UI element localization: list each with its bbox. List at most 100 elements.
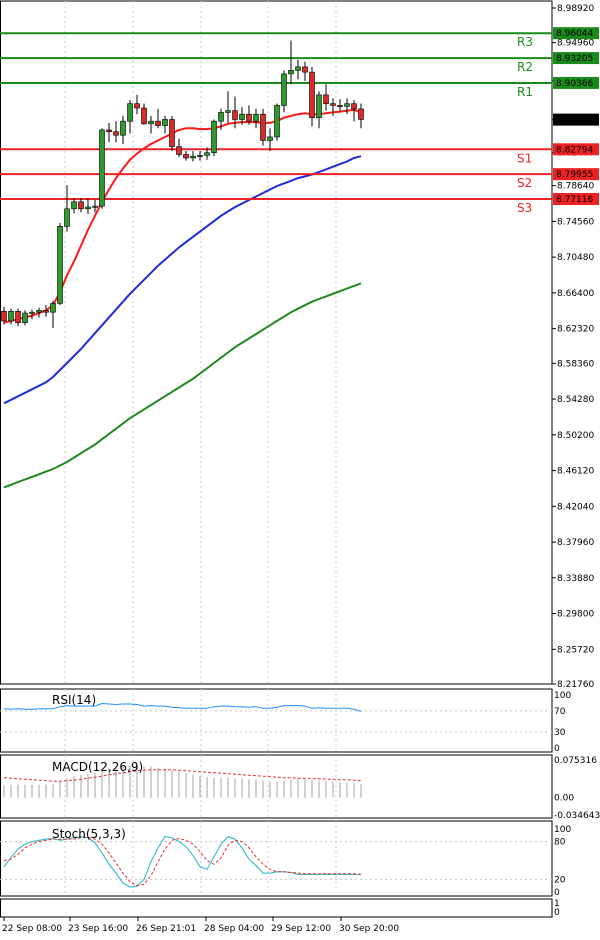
main-panel-frame: [0, 0, 553, 685]
candle-body-up: [288, 70, 294, 75]
candle-body-down: [134, 103, 140, 109]
candle-body-up: [29, 311, 35, 314]
time-tick-label: 23 Sep 16:00: [68, 924, 128, 934]
candle-body-down: [183, 154, 189, 159]
moving-average-line-1: [3, 155, 362, 405]
candle: [15, 308, 21, 327]
candle: [323, 84, 329, 111]
rsi-tick-label: 70: [554, 707, 566, 717]
candle: [246, 105, 252, 125]
candle: [316, 91, 322, 129]
level-price-box-R2: [553, 52, 599, 65]
candle-body-up: [127, 103, 133, 122]
price-tick-label: 8.21760: [557, 680, 594, 690]
candle-body-up: [204, 152, 210, 156]
rsi-panel-frame: [0, 688, 553, 753]
price-tick-label: 8.46120: [557, 467, 594, 477]
level-price-box-S1: [553, 143, 599, 156]
candle-body-up: [211, 120, 217, 154]
candle: [141, 103, 147, 125]
candle-body-down: [169, 119, 175, 147]
candle: [78, 198, 84, 213]
candle-body-up: [36, 310, 42, 313]
stoch-tick-label: 20: [554, 875, 566, 885]
level-price-box-R1: [553, 76, 599, 89]
stoch-k-line: [3, 836, 361, 888]
level-price-box-R3: [553, 27, 599, 40]
level-name-S1: S1: [517, 151, 532, 165]
candle: [302, 61, 308, 81]
candle: [134, 94, 140, 115]
price-tick-label: 8.94960: [557, 39, 594, 49]
price-tick-label: 8.62320: [557, 325, 594, 335]
level-name-S2: S2: [517, 176, 532, 190]
candle: [36, 307, 42, 318]
candle: [267, 128, 273, 151]
price-tick-label: 8.58360: [557, 359, 594, 369]
level-price-label-R2: 8.93205: [556, 54, 593, 64]
candle-body-up: [295, 66, 301, 71]
price-tick-label: 8.70480: [557, 253, 594, 263]
price-tick-label: 8.42040: [557, 502, 594, 512]
candle: [232, 96, 238, 129]
stoch-tick-label: 80: [554, 838, 566, 848]
candle-body-down: [309, 71, 315, 118]
candle: [309, 66, 315, 127]
stoch-tick-label: 100: [554, 825, 571, 835]
level-name-R3: R3: [517, 35, 533, 49]
candle-body-down: [302, 66, 308, 73]
stoch-panel-frame: [0, 820, 553, 897]
candle: [344, 98, 350, 115]
candle: [190, 150, 196, 162]
candle: [197, 150, 203, 161]
candle: [225, 91, 231, 123]
candle: [288, 40, 294, 85]
candle-body-up: [344, 103, 350, 107]
level-price-label-R3: 8.96044: [556, 29, 593, 39]
candle-body-down: [358, 108, 364, 120]
candle-body-up: [225, 110, 231, 113]
candle-body-up: [197, 155, 203, 157]
time-tick-label: 28 Sep 04:00: [204, 924, 264, 934]
candle: [85, 198, 91, 215]
candle-body-up: [8, 311, 14, 322]
price-tick-label: 8.33880: [557, 574, 594, 584]
candle-body-down: [113, 131, 119, 136]
rsi-tick-label: 30: [554, 728, 566, 738]
level-price-box-S2: [553, 168, 599, 181]
level-price-label-S1: 8.82794: [556, 145, 593, 155]
candle-body-up: [148, 120, 154, 125]
candle-body-down: [337, 105, 343, 107]
level-price-label-S3: 8.77116: [556, 195, 593, 205]
time-tick-label: 26 Sep 21:01: [136, 924, 196, 934]
price-tick-label: 8.66400: [557, 289, 594, 299]
candle: [43, 305, 49, 317]
candle-body-down: [1, 311, 7, 322]
candle-body-up: [22, 312, 28, 323]
candle: [204, 147, 210, 160]
candle: [50, 300, 56, 328]
candle-body-up: [71, 201, 77, 210]
candle: [106, 122, 112, 143]
candle: [1, 306, 7, 325]
candle-body-down: [43, 310, 49, 313]
candle: [92, 200, 98, 213]
rsi-label: RSI(14): [52, 693, 96, 707]
candle: [183, 150, 189, 161]
candle: [155, 108, 161, 129]
candle-body-up: [316, 94, 322, 118]
candle-body-up: [57, 226, 63, 304]
bottom-panel-frame: [0, 898, 553, 918]
stoch-label: Stoch(5,3,3): [52, 827, 126, 841]
candle-body-down: [106, 129, 112, 133]
candle: [295, 59, 301, 80]
candle: [211, 119, 217, 157]
candle: [127, 100, 133, 134]
candle: [71, 198, 77, 214]
candle-body-down: [141, 107, 147, 125]
candle: [281, 70, 287, 113]
candle-body-up: [99, 129, 105, 207]
price-tick-label: 8.50200: [557, 431, 594, 441]
level-price-label-R1: 8.90366: [556, 79, 593, 89]
